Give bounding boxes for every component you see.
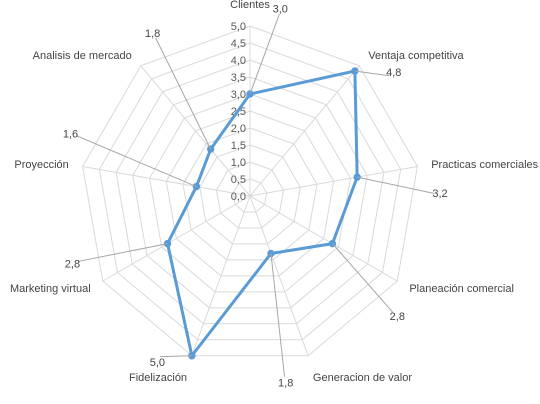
grid-ring <box>149 93 351 293</box>
grid-spoke <box>249 65 360 197</box>
series-line <box>166 69 359 358</box>
grid-ring <box>132 76 368 309</box>
category-labels: Clientes Ventaja competitiva Practicas com… <box>10 0 539 384</box>
category-label: Proyección <box>14 159 68 171</box>
category-label: Fidelización <box>129 372 187 384</box>
category-label: Practicas comerciales <box>431 159 538 171</box>
leader-line <box>332 243 394 313</box>
data-label: 4,8 <box>386 67 401 79</box>
grid-ring <box>165 110 335 277</box>
leader-line <box>76 135 197 188</box>
grid-spoke <box>249 195 398 282</box>
tick-label: 4,0 <box>231 55 246 67</box>
leader-line <box>160 355 192 358</box>
grid-spoke <box>82 165 251 197</box>
data-label: 1,6 <box>63 129 78 141</box>
category-label: Ventaja competitiva <box>368 50 464 62</box>
tick-label: 5,0 <box>231 21 246 33</box>
category-label: Marketing virtual <box>10 283 91 295</box>
leader-line <box>249 14 280 95</box>
tick-label: 1,5 <box>231 140 246 152</box>
data-label: 1,8 <box>278 378 293 390</box>
grid-spoke <box>191 195 251 356</box>
grid-ring <box>182 127 318 261</box>
category-label: Planeación comercial <box>409 283 514 295</box>
grid-ring <box>215 161 285 229</box>
tick-label: 0,5 <box>231 174 246 186</box>
data-labels: 3,0 4,8 3,2 2,8 1,8 5,0 2,8 1,6 1,8 <box>63 3 448 389</box>
leader-line <box>155 37 212 150</box>
leader-line <box>354 70 390 77</box>
leader-line <box>270 253 286 377</box>
tick-label: 2,0 <box>231 123 246 135</box>
leader-line <box>357 176 435 194</box>
data-label: 2,8 <box>390 311 405 323</box>
category-label: Analisis de mercado <box>33 50 132 62</box>
tick-label: 1,0 <box>231 157 246 169</box>
grid-spoke <box>249 165 418 197</box>
data-label: 5,0 <box>150 357 165 369</box>
grid-spoke <box>249 195 309 356</box>
radar-grid <box>82 25 418 357</box>
tick-label: 3,5 <box>231 72 246 84</box>
category-label: Generacion de valor <box>313 372 412 384</box>
data-label: 3,2 <box>432 188 447 200</box>
grid-ring <box>82 25 418 357</box>
data-label: 2,8 <box>65 259 80 271</box>
grid-ring <box>199 144 301 245</box>
grid-ring <box>115 59 385 325</box>
tick-label: 3,0 <box>231 89 246 101</box>
category-label: Clientes <box>230 0 270 11</box>
tick-label: 4,5 <box>231 38 246 50</box>
data-label: 3,0 <box>273 3 288 15</box>
grid-ring <box>98 42 402 341</box>
leader-line <box>77 243 168 262</box>
tick-label: 0,0 <box>231 191 246 203</box>
grid-spoke <box>102 195 251 282</box>
grid-spoke <box>140 65 251 197</box>
data-label: 1,8 <box>145 28 160 40</box>
grid-ring <box>232 178 268 213</box>
